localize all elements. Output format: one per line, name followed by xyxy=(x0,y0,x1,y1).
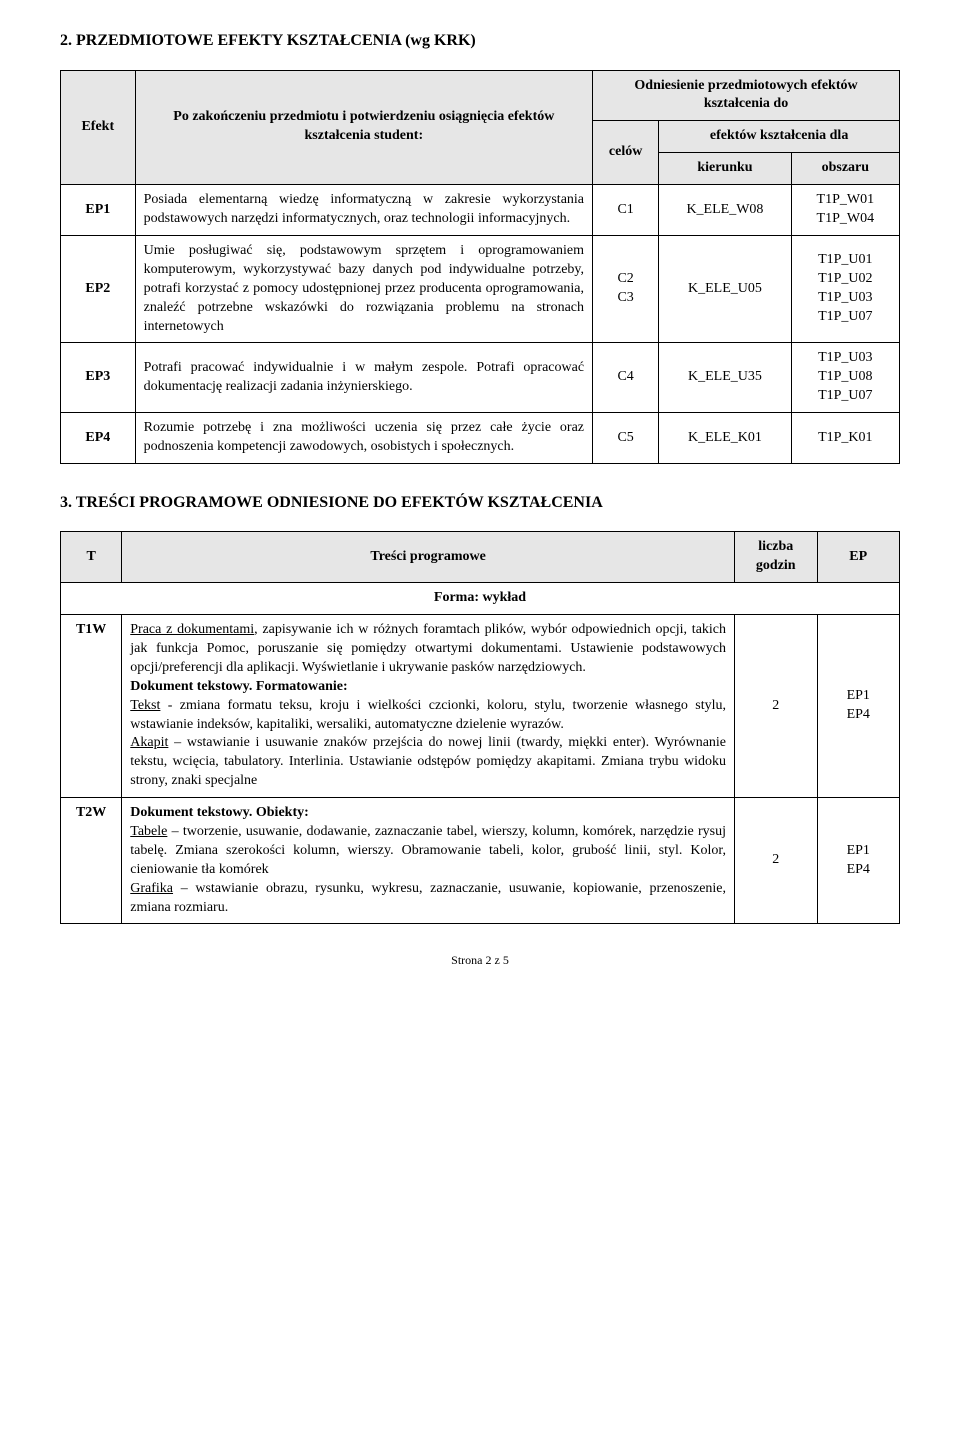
hdr-liczba: liczba godzin xyxy=(735,532,817,583)
t-hours: 2 xyxy=(735,798,817,924)
ep-obszar: T1P_U01 T1P_U02 T1P_U03 T1P_U07 xyxy=(791,235,899,342)
ep-code: EP3 xyxy=(61,343,136,413)
hdr-opis: Po zakończeniu przedmiotu i potwierdzeni… xyxy=(135,70,592,185)
hdr-kierunku: kierunku xyxy=(659,153,791,185)
t-ep: EP1 EP4 xyxy=(817,798,900,924)
section2-title: 2. PRZEDMIOTOWE EFEKTY KSZTAŁCENIA (wg K… xyxy=(60,30,900,52)
ep-desc: Umie posługiwać się, podstawowym sprzęte… xyxy=(135,235,592,342)
ep-cel: C1 xyxy=(593,185,659,236)
table-row: T2W Dokument tekstowy. Obiekty: Tabele –… xyxy=(61,798,900,924)
ep-obszar: T1P_U03 T1P_U08 T1P_U07 xyxy=(791,343,899,413)
ep-desc: Posiada elementarną wiedzę informatyczną… xyxy=(135,185,592,236)
ep-code: EP1 xyxy=(61,185,136,236)
ep-kierunek: K_ELE_U35 xyxy=(659,343,791,413)
ep-cel: C2 C3 xyxy=(593,235,659,342)
t2w-desc: Dokument tekstowy. Obiekty: Tabele – two… xyxy=(122,798,735,924)
hdr-tresci: Treści programowe xyxy=(122,532,735,583)
ep-kierunek: K_ELE_W08 xyxy=(659,185,791,236)
t-hours: 2 xyxy=(735,615,817,798)
table-row: EP1 Posiada elementarną wiedzę informaty… xyxy=(61,185,900,236)
hdr-efekt: Efekt xyxy=(61,70,136,185)
ep-obszar: T1P_W01 T1P_W04 xyxy=(791,185,899,236)
hdr-obszaru: obszaru xyxy=(791,153,899,185)
page-footer: Strona 2 z 5 xyxy=(60,952,900,968)
table-row: EP2 Umie posługiwać się, podstawowym spr… xyxy=(61,235,900,342)
table-row: EP3 Potrafi pracować indywidualnie i w m… xyxy=(61,343,900,413)
t1w-desc: Praca z dokumentami, zapisywanie ich w r… xyxy=(122,615,735,798)
ep-kierunek: K_ELE_K01 xyxy=(659,413,791,464)
contents-table: T Treści programowe liczba godzin EP For… xyxy=(60,531,900,924)
ep-desc: Potrafi pracować indywidualnie i w małym… xyxy=(135,343,592,413)
hdr-t: T xyxy=(61,532,122,583)
section3-title: 3. TREŚCI PROGRAMOWE ODNIESIONE DO EFEKT… xyxy=(60,492,900,514)
ep-desc: Rozumie potrzebę i zna możliwości uczeni… xyxy=(135,413,592,464)
ep-kierunek: K_ELE_U05 xyxy=(659,235,791,342)
t-code: T1W xyxy=(61,615,122,798)
ep-obszar: T1P_K01 xyxy=(791,413,899,464)
table-row: EP4 Rozumie potrzebę i zna możliwości uc… xyxy=(61,413,900,464)
hdr-ep: EP xyxy=(817,532,900,583)
table-row: T1W Praca z dokumentami, zapisywanie ich… xyxy=(61,615,900,798)
effects-table: Efekt Po zakończeniu przedmiotu i potwie… xyxy=(60,70,900,464)
ep-code: EP4 xyxy=(61,413,136,464)
hdr-efektow-dla: efektów kształcenia dla xyxy=(659,121,900,153)
ep-cel: C4 xyxy=(593,343,659,413)
t-code: T2W xyxy=(61,798,122,924)
ep-code: EP2 xyxy=(61,235,136,342)
ep-cel: C5 xyxy=(593,413,659,464)
t-ep: EP1 EP4 xyxy=(817,615,900,798)
form-header: Forma: wykład xyxy=(61,583,900,615)
hdr-celow: celów xyxy=(593,121,659,185)
hdr-odniesienie: Odniesienie przedmiotowych efektów kszta… xyxy=(593,70,900,121)
